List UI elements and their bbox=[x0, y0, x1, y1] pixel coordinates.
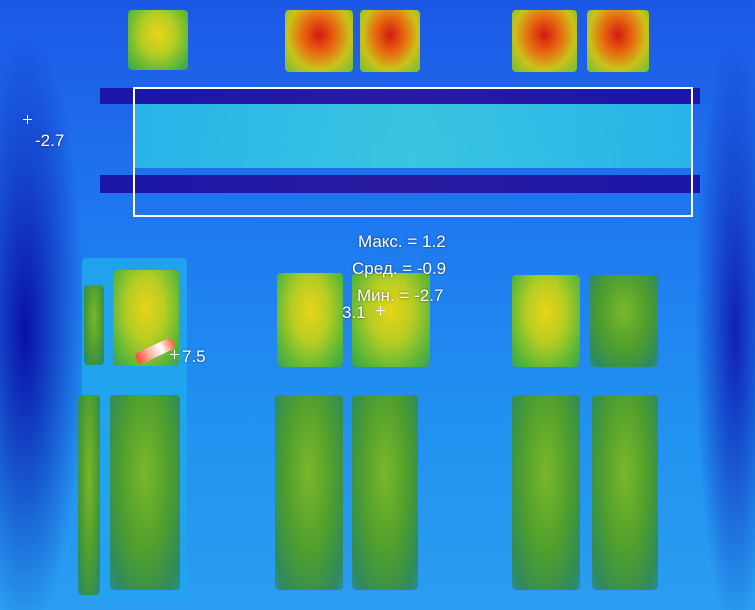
min-point-label: -2.7 bbox=[35, 131, 65, 150]
right-window-bottom-left bbox=[512, 395, 580, 590]
roi-min-label: Мин. = -2.7 bbox=[357, 286, 444, 305]
right-window-top-left bbox=[512, 275, 580, 367]
center-point-label: 3.1 bbox=[342, 303, 366, 322]
upper-window-center-right bbox=[360, 10, 420, 72]
left-window-lower-pane bbox=[110, 395, 180, 590]
roi-rectangle[interactable] bbox=[133, 87, 693, 217]
left-window-narrow-pane bbox=[84, 285, 104, 365]
roi-avg-label: Сред. = -0.9 bbox=[352, 259, 447, 278]
upper-window-left bbox=[128, 10, 188, 70]
upper-window-right-b bbox=[587, 10, 649, 72]
center-window-bottom-left bbox=[275, 395, 343, 590]
center-window-top-right bbox=[352, 273, 430, 367]
right-window-top-right bbox=[590, 275, 658, 367]
center-point-marker[interactable] bbox=[376, 306, 385, 315]
upper-window-center-left bbox=[285, 10, 353, 72]
cold-band-top bbox=[100, 88, 700, 104]
center-window-bottom-right bbox=[352, 395, 418, 590]
roi-area-fill bbox=[135, 104, 691, 168]
hot-point-label: 7.5 bbox=[182, 347, 206, 366]
center-window-top-left bbox=[277, 273, 343, 367]
upper-window-right-a bbox=[512, 10, 577, 72]
min-point-marker[interactable] bbox=[23, 115, 32, 124]
roi-max-label: Макс. = 1.2 bbox=[358, 232, 446, 251]
left-window-lower-narrow bbox=[78, 395, 100, 595]
right-window-bottom-right bbox=[592, 395, 658, 590]
cold-band-bottom bbox=[100, 175, 700, 193]
hot-point-marker[interactable] bbox=[170, 350, 179, 359]
